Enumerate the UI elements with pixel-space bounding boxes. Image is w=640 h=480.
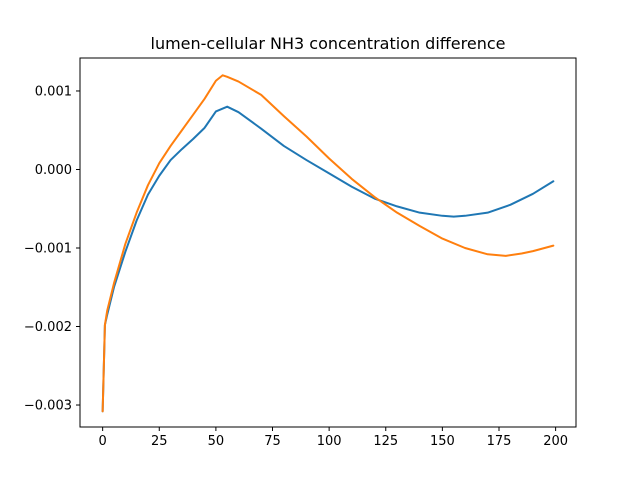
series-layer (101, 74, 555, 413)
x-tick-label: 25 (151, 434, 168, 449)
x-tick-label: 0 (99, 434, 107, 449)
y-axis: −0.003 −0.002 −0.001 0.000 0.001 (24, 84, 80, 414)
y-tick-label: 0.000 (35, 163, 72, 178)
series-line-1 (101, 105, 555, 413)
x-tick-label: 75 (264, 434, 281, 449)
y-tick-label: −0.001 (24, 241, 72, 256)
x-tick-label: 175 (487, 434, 512, 449)
x-tick-label: 125 (373, 434, 398, 449)
y-tick-label: −0.002 (24, 320, 72, 335)
x-tick-label: 150 (430, 434, 455, 449)
series-line-2 (101, 74, 555, 413)
x-tick-label: 50 (208, 434, 225, 449)
x-axis: 0 25 50 75 100 125 150 175 200 (99, 427, 568, 449)
plot-frame (79, 57, 577, 428)
y-tick-label: −0.003 (24, 399, 72, 414)
chart-title: lumen-cellular NH3 concentration differe… (151, 34, 506, 53)
y-tick-label: 0.001 (35, 84, 72, 99)
x-tick-label: 100 (317, 434, 342, 449)
x-tick-label: 200 (543, 434, 568, 449)
